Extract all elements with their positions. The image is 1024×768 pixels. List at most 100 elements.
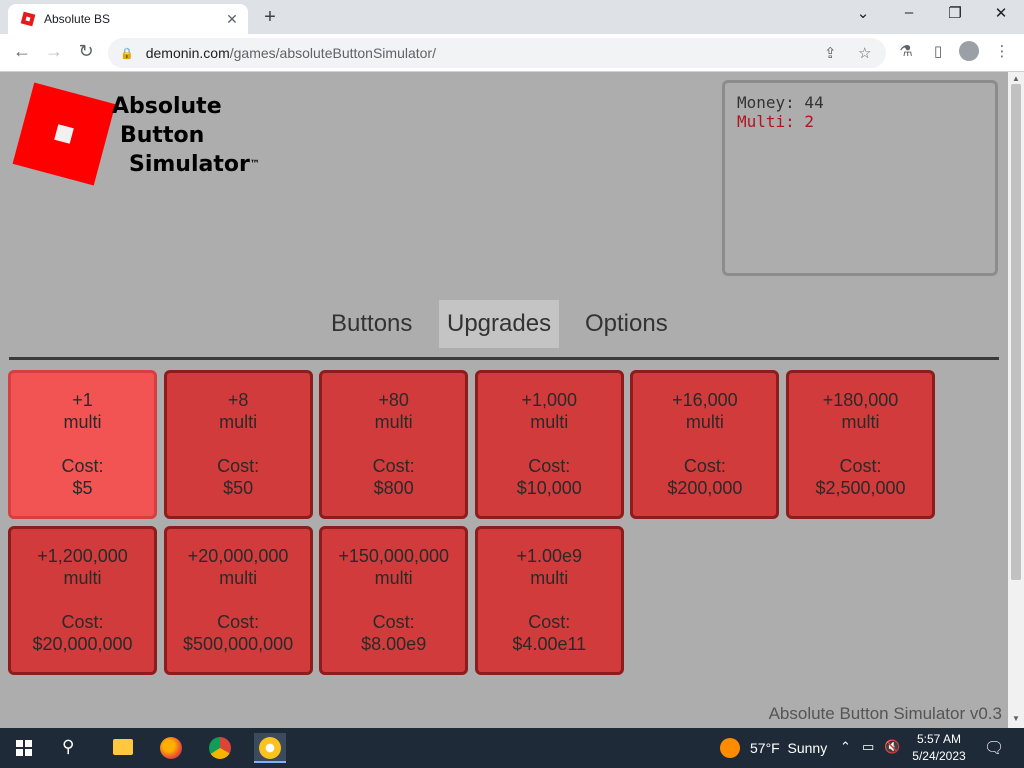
reload-icon[interactable]: ↻ <box>78 41 94 61</box>
forward-icon[interactable]: → <box>45 41 63 61</box>
game-nav-tabs: Buttons Upgrades Options <box>0 300 1008 348</box>
upgrade-cost-label: Cost: <box>839 456 882 476</box>
money-readout: Money: 44 <box>737 93 824 112</box>
upgrade-card[interactable]: +1,200,000 multi Cost: $20,000,000 <box>8 526 157 675</box>
minimize-icon[interactable]: – <box>904 4 914 21</box>
upgrade-gain: +80 <box>378 390 409 410</box>
clock-time: 5:57 AM <box>916 732 962 746</box>
upgrade-unit: multi <box>374 568 413 588</box>
menu-kebab-icon[interactable]: ⋮ <box>994 43 1010 60</box>
upgrade-card[interactable]: +8 multi Cost: $50 <box>163 370 313 519</box>
upgrade-unit: multi <box>841 412 880 432</box>
upgrade-unit: multi <box>530 412 569 432</box>
upgrade-card[interactable]: +1 multi Cost: $5 <box>8 370 157 519</box>
upgrade-cost-label: Cost: <box>217 612 260 632</box>
address-bar[interactable]: 🔒 demonin.com/games/absoluteButtonSimula… <box>108 38 886 68</box>
tab-buttons[interactable]: Buttons <box>331 310 413 337</box>
tab-search-chevron-icon[interactable]: ⌄ <box>856 5 870 22</box>
tab-upgrades[interactable]: Upgrades <box>439 300 560 348</box>
url-host: demonin.com <box>145 45 230 61</box>
upgrade-gain: +16,000 <box>672 390 738 410</box>
upgrade-unit: multi <box>374 412 413 432</box>
upgrade-cost: $2,500,000 <box>815 478 906 498</box>
bookmark-star-icon[interactable]: ☆ <box>858 45 872 62</box>
upgrade-cost-label: Cost: <box>372 456 415 476</box>
upgrade-cost-label: Cost: <box>372 612 415 632</box>
lock-icon: 🔒 <box>120 47 134 60</box>
close-window-icon[interactable]: ✕ <box>994 5 1008 22</box>
tab-options[interactable]: Options <box>585 310 668 337</box>
tray-chevron-up-icon[interactable]: ⌃ <box>840 739 851 754</box>
upgrade-gain: +1,200,000 <box>37 546 128 566</box>
sun-weather-icon <box>720 738 740 758</box>
browser-tab[interactable]: Absolute BS ✕ <box>8 4 248 34</box>
upgrade-cost: $50 <box>223 478 254 498</box>
browser-toolbar: ← → ↻ 🔒 demonin.com/games/absoluteButton… <box>0 34 1024 72</box>
tab-title: Absolute BS <box>44 12 111 26</box>
windows-taskbar: ⚲ 57°F Sunny ⌃ ▭ 🔇 5:57 AM 5/24/2023 🗨 <box>0 728 1024 768</box>
network-icon[interactable]: ▭ <box>862 739 875 754</box>
upgrade-unit: multi <box>530 568 569 588</box>
upgrade-cost-label: Cost: <box>61 456 104 476</box>
firefox-icon[interactable] <box>160 737 182 759</box>
windows-start-icon[interactable] <box>16 740 32 756</box>
game-page: Absolute Button Simulator™ Money: 44 Mul… <box>0 72 1008 728</box>
notifications-icon[interactable]: 🗨 <box>984 740 1005 757</box>
upgrade-card[interactable]: +180,000 multi Cost: $2,500,000 <box>786 370 935 519</box>
upgrade-cost: $500,000,000 <box>183 634 294 654</box>
browser-tabstrip: Absolute BS ✕ + ⌄ – ❐ ✕ <box>0 0 1024 34</box>
share-icon[interactable]: ⇪ <box>824 45 837 62</box>
scroll-up-icon[interactable]: ▲ <box>1012 74 1020 83</box>
upgrade-card[interactable]: +150,000,000 multi Cost: $8.00e9 <box>319 526 469 675</box>
chrome-icon[interactable] <box>209 737 231 759</box>
upgrade-cost-label: Cost: <box>528 612 571 632</box>
taskbar-clock[interactable]: 5:57 AM 5/24/2023 <box>906 731 972 765</box>
back-icon[interactable]: ← <box>13 41 31 61</box>
profile-avatar-icon[interactable] <box>959 41 979 61</box>
chrome-canary-icon <box>259 737 281 759</box>
scrollbar-thumb[interactable] <box>1011 84 1021 580</box>
upgrade-cost-label: Cost: <box>683 456 726 476</box>
restore-icon[interactable]: ❐ <box>948 5 962 22</box>
upgrade-card[interactable]: +20,000,000 multi Cost: $500,000,000 <box>163 526 313 675</box>
upgrade-gain: +1,000 <box>521 390 578 410</box>
weather-temp: 57°F <box>750 740 780 756</box>
weather-widget[interactable]: 57°F Sunny <box>750 740 827 756</box>
upgrade-cost: $8.00e9 <box>361 634 427 654</box>
trademark-mark: ™ <box>249 159 260 170</box>
tab-close-icon[interactable]: ✕ <box>226 10 238 27</box>
upgrade-gain: +8 <box>227 390 249 410</box>
upgrade-unit: multi <box>219 412 258 432</box>
upgrade-unit: multi <box>63 412 102 432</box>
upgrade-unit: multi <box>63 568 102 588</box>
volume-muted-icon[interactable]: 🔇 <box>884 739 901 754</box>
upgrade-cost-label: Cost: <box>217 456 260 476</box>
stats-panel: Money: 44 Multi: 2 <box>722 80 998 276</box>
upgrade-card[interactable]: +1.00e9 multi Cost: $4.00e11 <box>474 526 624 675</box>
upgrade-cost: $4.00e11 <box>512 634 587 654</box>
url-path: /games/absoluteButtonSimulator/ <box>229 45 436 61</box>
multi-readout: Multi: 2 <box>737 112 815 131</box>
logo-line-3: Simulator <box>129 152 250 177</box>
clock-date: 5/24/2023 <box>912 749 966 763</box>
upgrade-cost-label: Cost: <box>528 456 571 476</box>
upgrade-card[interactable]: +1,000 multi Cost: $10,000 <box>474 370 624 519</box>
upgrade-gain: +1.00e9 <box>516 546 583 566</box>
upgrade-card[interactable]: +16,000 multi Cost: $200,000 <box>630 370 780 519</box>
taskbar-search-icon[interactable]: ⚲ <box>62 737 75 756</box>
weather-desc: Sunny <box>787 740 828 756</box>
upgrade-cost: $20,000,000 <box>32 634 133 654</box>
upgrade-gain: +180,000 <box>822 390 899 410</box>
side-panel-icon[interactable]: ▯ <box>933 43 943 60</box>
new-tab-icon[interactable]: + <box>264 6 276 28</box>
upgrade-gain: +1 <box>72 390 93 410</box>
version-label: Absolute Button Simulator v0.3 <box>768 704 1002 723</box>
upgrade-gain: +20,000,000 <box>187 546 289 566</box>
logo-line-1: Absolute <box>112 94 222 119</box>
active-browser-app[interactable] <box>254 733 286 763</box>
scroll-down-icon[interactable]: ▼ <box>1012 714 1020 723</box>
upgrade-card[interactable]: +80 multi Cost: $800 <box>319 370 469 519</box>
file-explorer-icon[interactable] <box>113 739 133 755</box>
page-scrollbar[interactable]: ▲ ▼ <box>1008 72 1024 728</box>
extensions-icon[interactable]: ⚗ <box>899 43 913 60</box>
